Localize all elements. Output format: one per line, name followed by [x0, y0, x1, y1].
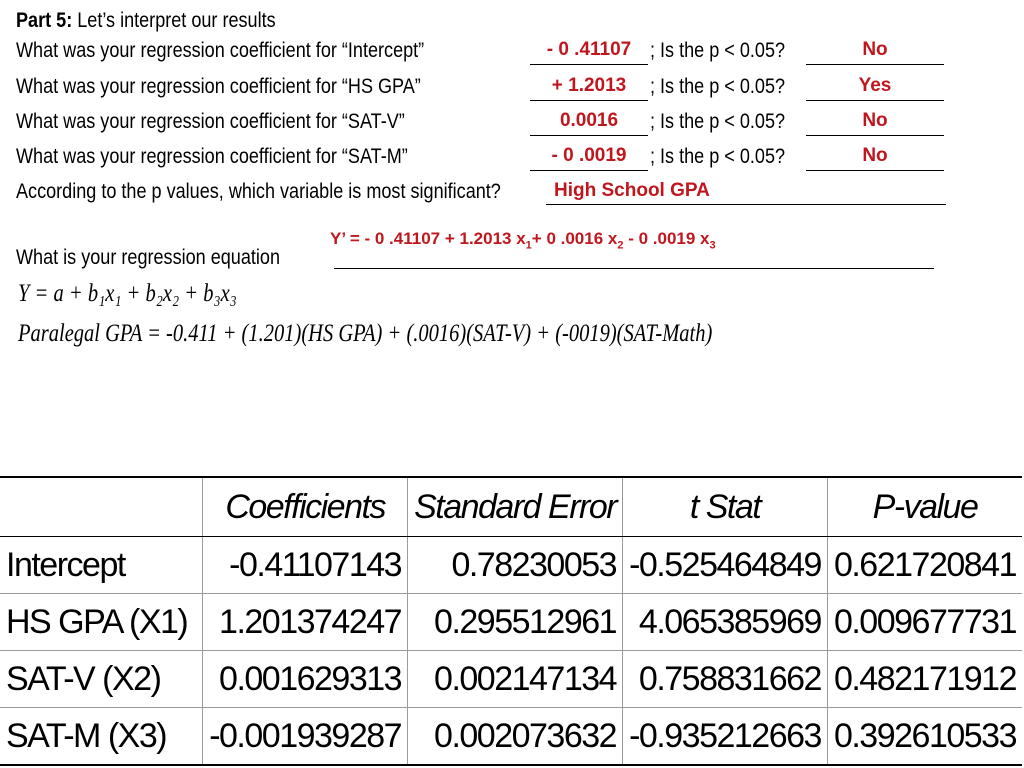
- table-row: SAT-M (X3) -0.001939287 0.002073632 -0.9…: [0, 707, 1022, 766]
- part-label: Part 5:: [16, 9, 73, 32]
- general-regression-formula: Y = a + b₁x₁ + b₂x₂ + b₃x₃: [18, 280, 237, 307]
- cell-standard-error: 0.78230053: [407, 536, 624, 594]
- equation-part: - 0 .0019 x: [623, 229, 710, 248]
- p-question-hs-gpa: ; Is the p < 0.05?: [650, 75, 786, 98]
- subscript: 2: [617, 239, 624, 252]
- answer-intercept-coefficient: - 0 .41107: [530, 36, 648, 65]
- answer-sat-v-coefficient: 0.0016: [530, 107, 648, 136]
- cell-t-stat: -0.935212663: [622, 707, 828, 766]
- header-coefficients: Coefficients: [202, 476, 409, 537]
- regression-output-table: Coefficients Standard Error t Stat P-val…: [0, 476, 1022, 766]
- cell-coefficient: 1.201374247: [202, 593, 409, 651]
- header-blank: [0, 476, 204, 537]
- equation-part: Y’ = - 0 .41107 + 1.2013 x: [330, 229, 526, 248]
- question-equation: What is your regression equation: [16, 246, 281, 269]
- cell-p-value: 0.392610533: [826, 707, 1022, 766]
- p-question-intercept: ; Is the p < 0.05?: [650, 39, 786, 62]
- subscript: 1: [525, 239, 532, 252]
- question-hs-gpa: What was your regression coefficient for…: [16, 75, 421, 98]
- question-intercept: What was your regression coefficient for…: [16, 39, 425, 62]
- answer-equation: Y’ = - 0 .41107 + 1.2013 x1+ 0 .0016 x2 …: [330, 229, 716, 251]
- p-question-sat-m: ; Is the p < 0.05?: [650, 145, 786, 168]
- cell-standard-error: 0.295512961: [407, 593, 624, 651]
- table-row: Intercept -0.41107143 0.78230053 -0.5254…: [0, 536, 1022, 594]
- table-row: SAT-V (X2) 0.001629313 0.002147134 0.758…: [0, 650, 1022, 708]
- question-significance: According to the p values, which variabl…: [16, 180, 501, 203]
- equation-answer-line: [334, 268, 934, 269]
- answer-intercept-p: No: [806, 36, 944, 65]
- cell-p-value: 0.009677731: [826, 593, 1022, 651]
- cell-t-stat: -0.525464849: [622, 536, 828, 594]
- answer-hs-gpa-coefficient: + 1.2013: [530, 72, 648, 101]
- cell-coefficient: -0.001939287: [202, 707, 409, 766]
- cell-standard-error: 0.002147134: [407, 650, 624, 708]
- header-standard-error: Standard Error: [407, 476, 624, 537]
- question-sat-m: What was your regression coefficient for…: [16, 145, 408, 168]
- cell-coefficient: -0.41107143: [202, 536, 409, 594]
- row-label: SAT-M (X3): [0, 707, 204, 766]
- p-question-sat-v: ; Is the p < 0.05?: [650, 110, 786, 133]
- subscript: 3: [709, 239, 716, 252]
- answer-sat-m-coefficient: - 0 .0019: [530, 142, 648, 171]
- row-label: HS GPA (X1): [0, 593, 204, 651]
- cell-standard-error: 0.002073632: [407, 707, 624, 766]
- row-label: SAT-V (X2): [0, 650, 204, 708]
- paralegal-gpa-formula: Paralegal GPA = -0.411 + (1.201)(HS GPA)…: [18, 320, 713, 347]
- cell-t-stat: 4.065385969: [622, 593, 828, 651]
- part-title: Let’s interpret our results: [72, 9, 276, 32]
- answer-significance: High School GPA: [546, 177, 946, 205]
- answer-hs-gpa-p: Yes: [806, 72, 944, 101]
- equation-part: + 0 .0016 x: [531, 229, 618, 248]
- cell-t-stat: 0.758831662: [622, 650, 828, 708]
- answer-sat-v-p: No: [806, 107, 944, 136]
- question-sat-v: What was your regression coefficient for…: [16, 110, 405, 133]
- table-header-row: Coefficients Standard Error t Stat P-val…: [0, 476, 1022, 537]
- cell-p-value: 0.621720841: [826, 536, 1022, 594]
- part-heading: Part 5: Let’s interpret our results: [16, 6, 276, 36]
- table-row: HS GPA (X1) 1.201374247 0.295512961 4.06…: [0, 593, 1022, 651]
- header-t-stat: t Stat: [622, 476, 828, 537]
- header-p-value: P-value: [826, 476, 1022, 537]
- row-label: Intercept: [0, 536, 204, 594]
- answer-sat-m-p: No: [806, 142, 944, 171]
- cell-coefficient: 0.001629313: [202, 650, 409, 708]
- cell-p-value: 0.482171912: [826, 650, 1022, 708]
